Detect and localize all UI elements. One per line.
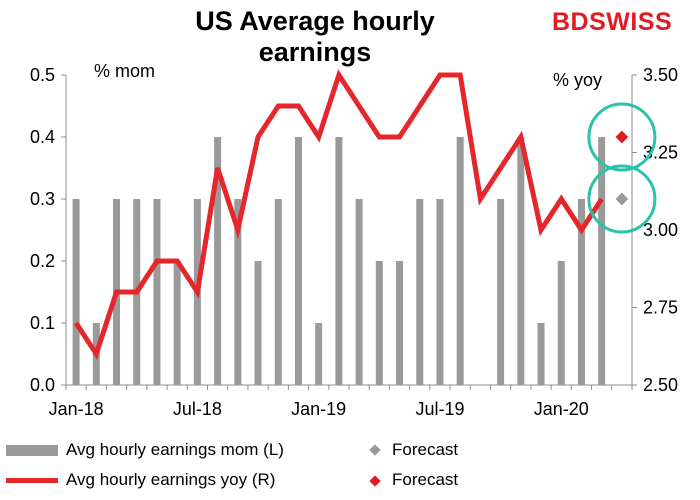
left-axis-tick-label: 0.4 (30, 127, 55, 147)
mom-bar (537, 323, 545, 385)
right-axis-tick-label: 2.50 (643, 375, 678, 395)
mom-bar (274, 199, 282, 385)
legend-swatch-mom (6, 445, 58, 456)
legend-swatch-yoy (6, 478, 58, 483)
mom-bar (234, 199, 242, 385)
mom-bar (294, 137, 302, 385)
left-axis-unit: % mom (94, 61, 156, 81)
x-axis-tick-label: Jul-19 (415, 399, 464, 419)
forecast-yoy-marker (615, 130, 629, 144)
mom-bar (335, 137, 343, 385)
mom-bar (315, 323, 323, 385)
left-axis-tick-label: 0.3 (30, 189, 55, 209)
mom-bar (355, 199, 363, 385)
mom-bar (436, 199, 444, 385)
mom-bar (72, 199, 80, 385)
legend-label-mom: Avg hourly earnings mom (L) (66, 440, 284, 459)
chart-title-line1: US Average hourly (195, 6, 435, 36)
right-axis-tick-label: 3.50 (643, 65, 678, 85)
left-axis-tick-label: 0.0 (30, 375, 55, 395)
mom-bar (456, 137, 464, 385)
forecast-mom-highlight-circle (587, 164, 657, 234)
mom-bar (254, 261, 262, 385)
x-axis-tick-label: Jul-18 (173, 399, 222, 419)
mom-bar (577, 199, 585, 385)
right-axis-tick-label: 3.00 (643, 220, 678, 240)
yoy-line (74, 69, 604, 360)
legend-label-yoy: Avg hourly earnings yoy (R) (66, 470, 276, 489)
forecast-yoy-highlight-circle (587, 102, 657, 172)
mom-bar (497, 199, 505, 385)
bdswiss-logo: BDSWISS (552, 8, 672, 37)
legend-label-mom-forecast: Forecast (392, 440, 459, 459)
logo-bd: BD (552, 8, 590, 36)
mom-bar (214, 137, 222, 385)
x-axis-tick-label: Jan-19 (291, 399, 346, 419)
mom-bar (557, 261, 565, 385)
x-axis-tick-label: Jan-20 (534, 399, 589, 419)
x-axis-tick-label: Jan-18 (49, 399, 104, 419)
mom-bar (153, 199, 161, 385)
logo-swiss: SWISS (589, 8, 673, 36)
mom-bar (598, 137, 606, 385)
legend-label-yoy-forecast: Forecast (392, 470, 459, 489)
left-axis-tick-label: 0.1 (30, 313, 55, 333)
mom-bar (416, 199, 424, 385)
left-axis-tick-label: 0.2 (30, 251, 55, 271)
chart-title: US Average hourly earnings (170, 6, 460, 68)
right-axis-unit: % yoy (553, 70, 603, 90)
mom-bar (173, 261, 181, 385)
right-axis-tick-label: 2.75 (643, 298, 678, 318)
forecast-mom-marker (615, 192, 629, 206)
right-axis-tick-label: 3.25 (643, 143, 678, 163)
mom-bar (517, 137, 525, 385)
left-axis-tick-label: 0.5 (30, 65, 55, 85)
mom-bar (375, 261, 383, 385)
mom-bar (396, 261, 404, 385)
chart-title-line2: earnings (258, 37, 372, 67)
